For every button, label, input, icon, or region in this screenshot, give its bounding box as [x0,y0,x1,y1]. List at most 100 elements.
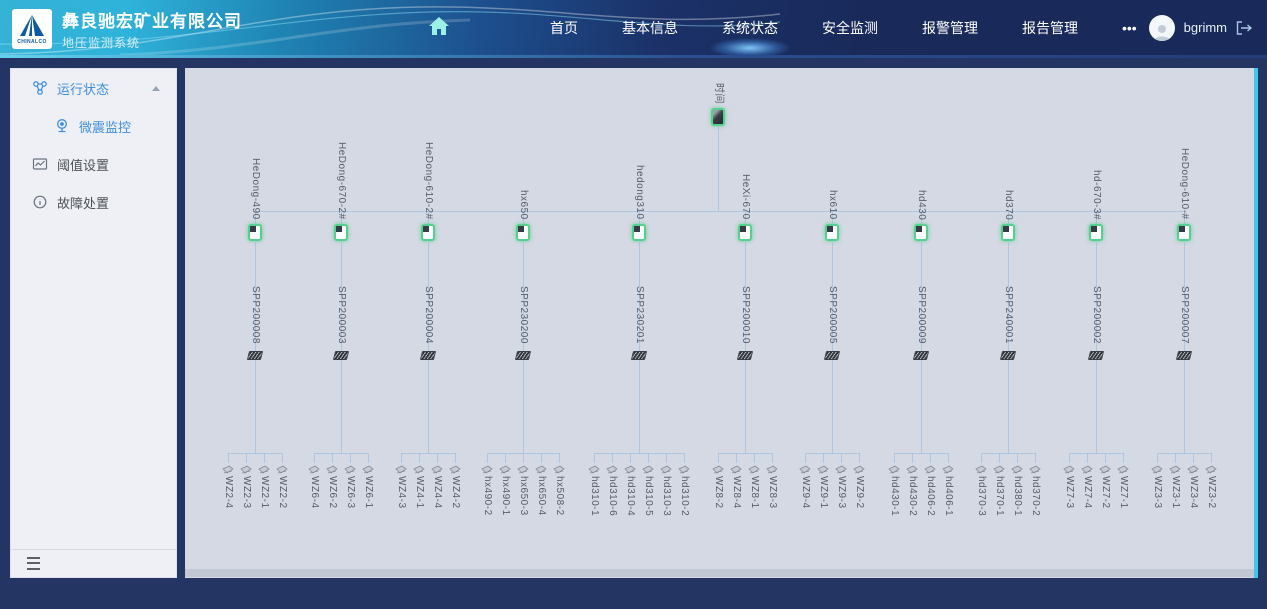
geophone-icon[interactable] [430,462,444,474]
geophone-icon[interactable] [1062,462,1076,474]
geophone-icon[interactable] [1116,462,1130,474]
geophone-icon[interactable] [747,462,761,474]
geophone-icon[interactable] [834,462,848,474]
geophone-icon[interactable] [1168,462,1182,474]
acquisition-unit-icon[interactable] [999,351,1017,360]
geophone-icon[interactable] [623,462,637,474]
webcam-icon [53,118,70,135]
geophone-icon[interactable] [923,462,937,474]
acquisition-unit-icon[interactable] [1087,351,1105,360]
geophone-icon[interactable] [816,462,830,474]
station-icon[interactable] [738,224,752,241]
connector-line [255,360,256,453]
geophone-icon[interactable] [729,462,743,474]
station-icon[interactable] [1177,224,1191,241]
sidebar-item-threshold-settings[interactable]: 阈值设置 [11,145,176,183]
station-icon[interactable] [825,224,839,241]
geophone-icon[interactable] [552,462,566,474]
geophone-icon[interactable] [325,462,339,474]
connector-line [1184,241,1185,351]
acquisition-unit-icon[interactable] [736,351,754,360]
station-icon[interactable] [914,224,928,241]
station-icon[interactable] [1089,224,1103,241]
geophone-icon[interactable] [361,462,375,474]
geophone-icon[interactable] [221,462,235,474]
geophone-icon[interactable] [641,462,655,474]
geophone-icon[interactable] [1010,462,1024,474]
acquisition-unit-icon[interactable] [630,351,648,360]
sensor-label: WZ8-4 [731,476,742,509]
acquisition-unit-icon[interactable] [514,351,532,360]
geophone-icon[interactable] [852,462,866,474]
nav-item-3[interactable]: 安全监测 [822,19,878,36]
geophone-icon[interactable] [1150,462,1164,474]
horizontal-scrollbar[interactable] [185,569,1254,577]
geophone-icon[interactable] [605,462,619,474]
nav-item-0[interactable]: 首页 [550,19,578,36]
logo-triangle-icon [20,14,44,36]
geophone-icon[interactable] [798,462,812,474]
acquisition-unit-icon[interactable] [1175,351,1193,360]
nav-item-6[interactable]: ••• [1122,19,1137,36]
geophone-icon[interactable] [677,462,691,474]
main-nav: 首页 基本信息 系统状态 安全监测 报警管理 报告管理 ••• [548,0,1139,55]
nav-item-5[interactable]: 报告管理 [1022,19,1078,36]
geophone-icon[interactable] [1186,462,1200,474]
acquisition-unit-icon[interactable] [912,351,930,360]
geophone-icon[interactable] [587,462,601,474]
connector-line [639,360,640,453]
station-icon[interactable] [632,224,646,241]
geophone-icon[interactable] [448,462,462,474]
server-icon[interactable] [711,108,725,126]
nav-item-2[interactable]: 系统状态 [720,12,780,44]
top-navbar: CHINALCO 彝良驰宏矿业有限公司 地压监测系统 首页 基本信息 系统状态 安全监… [0,0,1267,55]
connector-line [341,241,342,351]
geophone-icon[interactable] [905,462,919,474]
geophone-icon[interactable] [275,462,289,474]
geophone-icon[interactable] [498,462,512,474]
geophone-icon[interactable] [974,462,988,474]
sensor-label: WZ7-3 [1064,476,1075,509]
station-icon[interactable] [516,224,530,241]
geophone-icon[interactable] [516,462,530,474]
acquisition-unit-icon[interactable] [823,351,841,360]
station-icon[interactable] [334,224,348,241]
branch-label: hd-670-3# [1091,169,1102,220]
geophone-icon[interactable] [941,462,955,474]
geophone-icon[interactable] [1098,462,1112,474]
geophone-icon[interactable] [887,462,901,474]
acquisition-unit-icon[interactable] [419,351,437,360]
geophone-icon[interactable] [1080,462,1094,474]
geophone-icon[interactable] [711,462,725,474]
station-icon[interactable] [1001,224,1015,241]
geophone-icon[interactable] [765,462,779,474]
sensor-label: hd430-1 [889,476,900,517]
acquisition-unit-icon[interactable] [332,351,350,360]
geophone-icon[interactable] [659,462,673,474]
sidebar-collapse-button[interactable] [11,549,176,577]
geophone-icon[interactable] [307,462,321,474]
geophone-icon[interactable] [480,462,494,474]
acquisition-unit-icon[interactable] [246,351,264,360]
geophone-icon[interactable] [1204,462,1218,474]
nav-item-1[interactable]: 基本信息 [622,19,678,36]
station-icon[interactable] [248,224,262,241]
home-icon[interactable] [428,16,450,41]
avatar[interactable] [1148,14,1175,41]
geophone-icon[interactable] [394,462,408,474]
geophone-icon[interactable] [992,462,1006,474]
logout-icon[interactable] [1236,20,1253,35]
geophone-icon[interactable] [534,462,548,474]
sidebar-item-microseismic-monitor[interactable]: 微震监控 [11,107,176,145]
geophone-icon[interactable] [1028,462,1042,474]
sidebar-item-running-status[interactable]: 运行状态 [11,69,176,107]
geophone-icon[interactable] [412,462,426,474]
geophone-icon[interactable] [257,462,271,474]
geophone-icon[interactable] [343,462,357,474]
sidebar-item-fault-handling[interactable]: 故障处置 [11,183,176,221]
bus-line [255,211,1184,212]
station-icon[interactable] [421,224,435,241]
nav-item-4[interactable]: 报警管理 [922,19,978,36]
geophone-icon[interactable] [239,462,253,474]
connector-line [930,453,931,463]
